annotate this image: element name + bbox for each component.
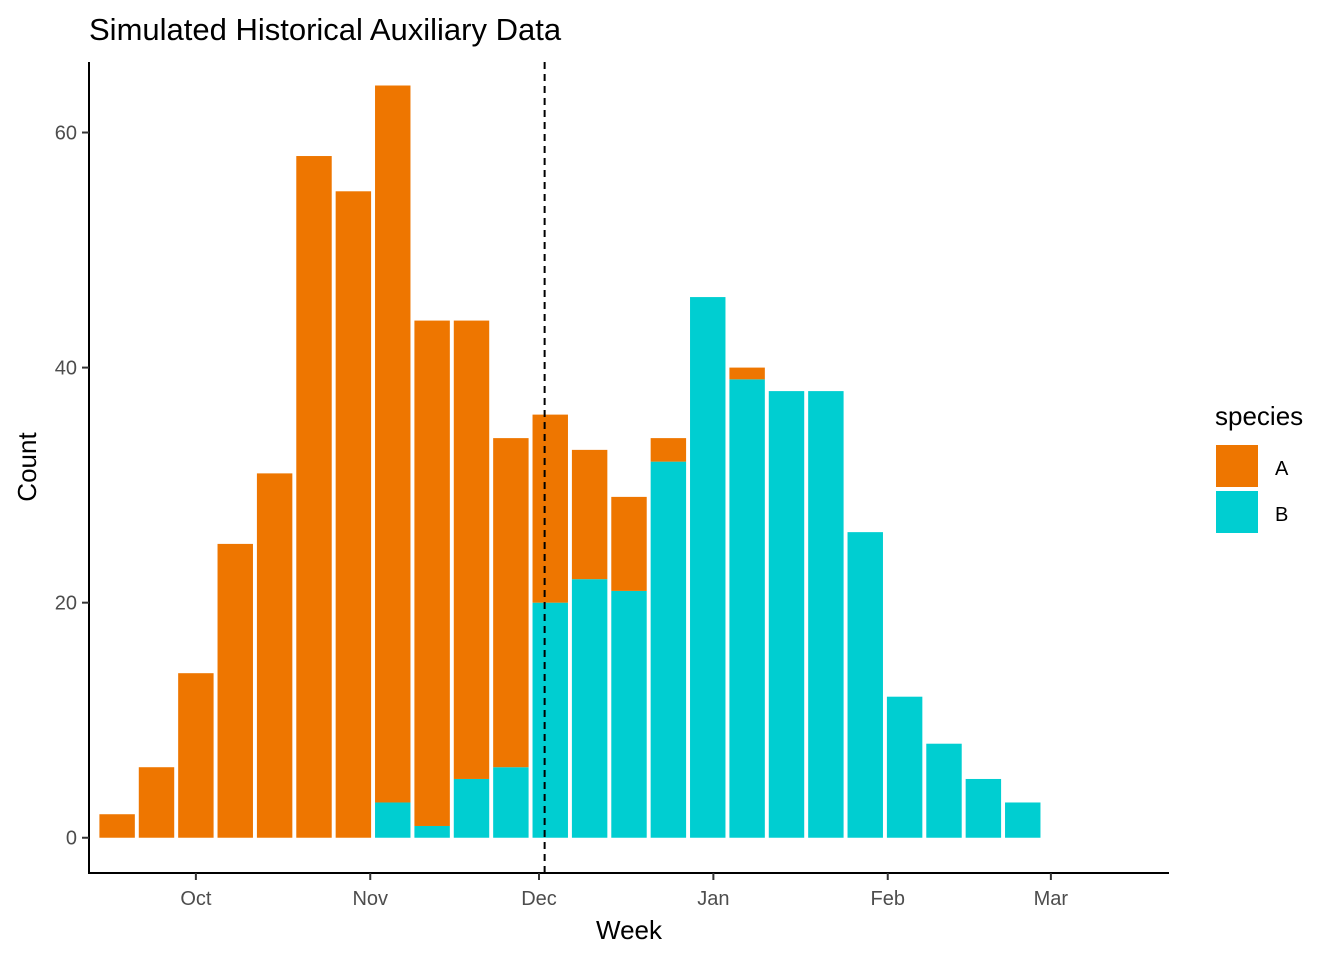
bar-a-2023-11-05	[375, 85, 411, 803]
x-tick-label-Feb: Feb	[871, 888, 905, 910]
bars-layer	[99, 85, 1041, 838]
bar-b-2024-01-28	[847, 532, 883, 838]
bar-b-2024-02-18	[965, 778, 1002, 838]
bar-a-2024-01-07	[729, 367, 765, 380]
bar-b-2024-01-14	[768, 391, 805, 838]
x-tick-label-Dec: Dec	[521, 888, 557, 910]
bar-a-2023-12-10	[571, 449, 608, 580]
bar-a-2023-12-24	[650, 438, 687, 462]
bar-b-2023-11-12	[414, 825, 450, 838]
bar-a-2023-11-12	[414, 320, 450, 826]
bar-b-2023-11-19	[453, 778, 490, 838]
bar-a-2023-10-01	[178, 673, 214, 838]
bar-a-2023-10-15	[256, 473, 293, 838]
y-tick-label-40: 40	[55, 358, 77, 380]
chart-title: Simulated Historical Auxiliary Data	[89, 12, 562, 47]
bar-a-2023-12-03	[532, 414, 568, 603]
legend-key-A	[1216, 445, 1258, 487]
bar-a-2023-09-24	[138, 767, 175, 838]
bar-b-2023-12-17	[611, 590, 647, 838]
bar-b-2024-02-04	[886, 696, 923, 838]
bar-a-2023-10-08	[217, 543, 253, 838]
x-tick-label-Nov: Nov	[352, 888, 388, 910]
y-tick-label-60: 60	[55, 123, 77, 145]
bar-a-2023-09-17	[99, 814, 135, 838]
legend-label-B: B	[1275, 504, 1288, 526]
legend: species A B	[1215, 401, 1303, 533]
bar-b-2024-01-21	[808, 391, 844, 838]
legend-title: species	[1215, 401, 1303, 431]
bar-b-2024-02-25	[1005, 802, 1041, 838]
bar-b-2024-01-07	[729, 379, 765, 838]
bar-a-2023-10-29	[335, 191, 372, 838]
y-tick-label-0: 0	[66, 828, 77, 850]
y-axis-title: Count	[12, 432, 42, 502]
bar-b-2023-12-10	[571, 579, 608, 838]
y-ticks: 0 20 40 60	[55, 123, 89, 850]
x-ticks: Oct Nov Dec Jan Feb Mar	[180, 873, 1068, 910]
bar-b-2024-02-11	[926, 743, 962, 838]
x-tick-label-Mar: Mar	[1034, 888, 1069, 910]
bar-b-2023-12-31	[690, 297, 726, 838]
legend-label-A: A	[1275, 458, 1289, 480]
bar-b-2023-11-26	[493, 767, 529, 838]
bar-b-2023-12-03	[532, 602, 568, 838]
x-tick-label-Oct: Oct	[180, 888, 212, 910]
bar-a-2023-11-26	[493, 438, 529, 768]
bar-a-2023-10-22	[296, 156, 332, 838]
y-tick-label-20: 20	[55, 593, 77, 615]
x-axis-title: Week	[596, 915, 663, 945]
x-tick-label-Jan: Jan	[697, 888, 729, 910]
bar-b-2023-12-24	[650, 461, 687, 838]
legend-key-B	[1216, 491, 1258, 533]
bar-a-2023-11-19	[453, 320, 490, 779]
bar-a-2023-12-17	[611, 496, 647, 591]
bar-b-2023-11-05	[375, 802, 411, 838]
